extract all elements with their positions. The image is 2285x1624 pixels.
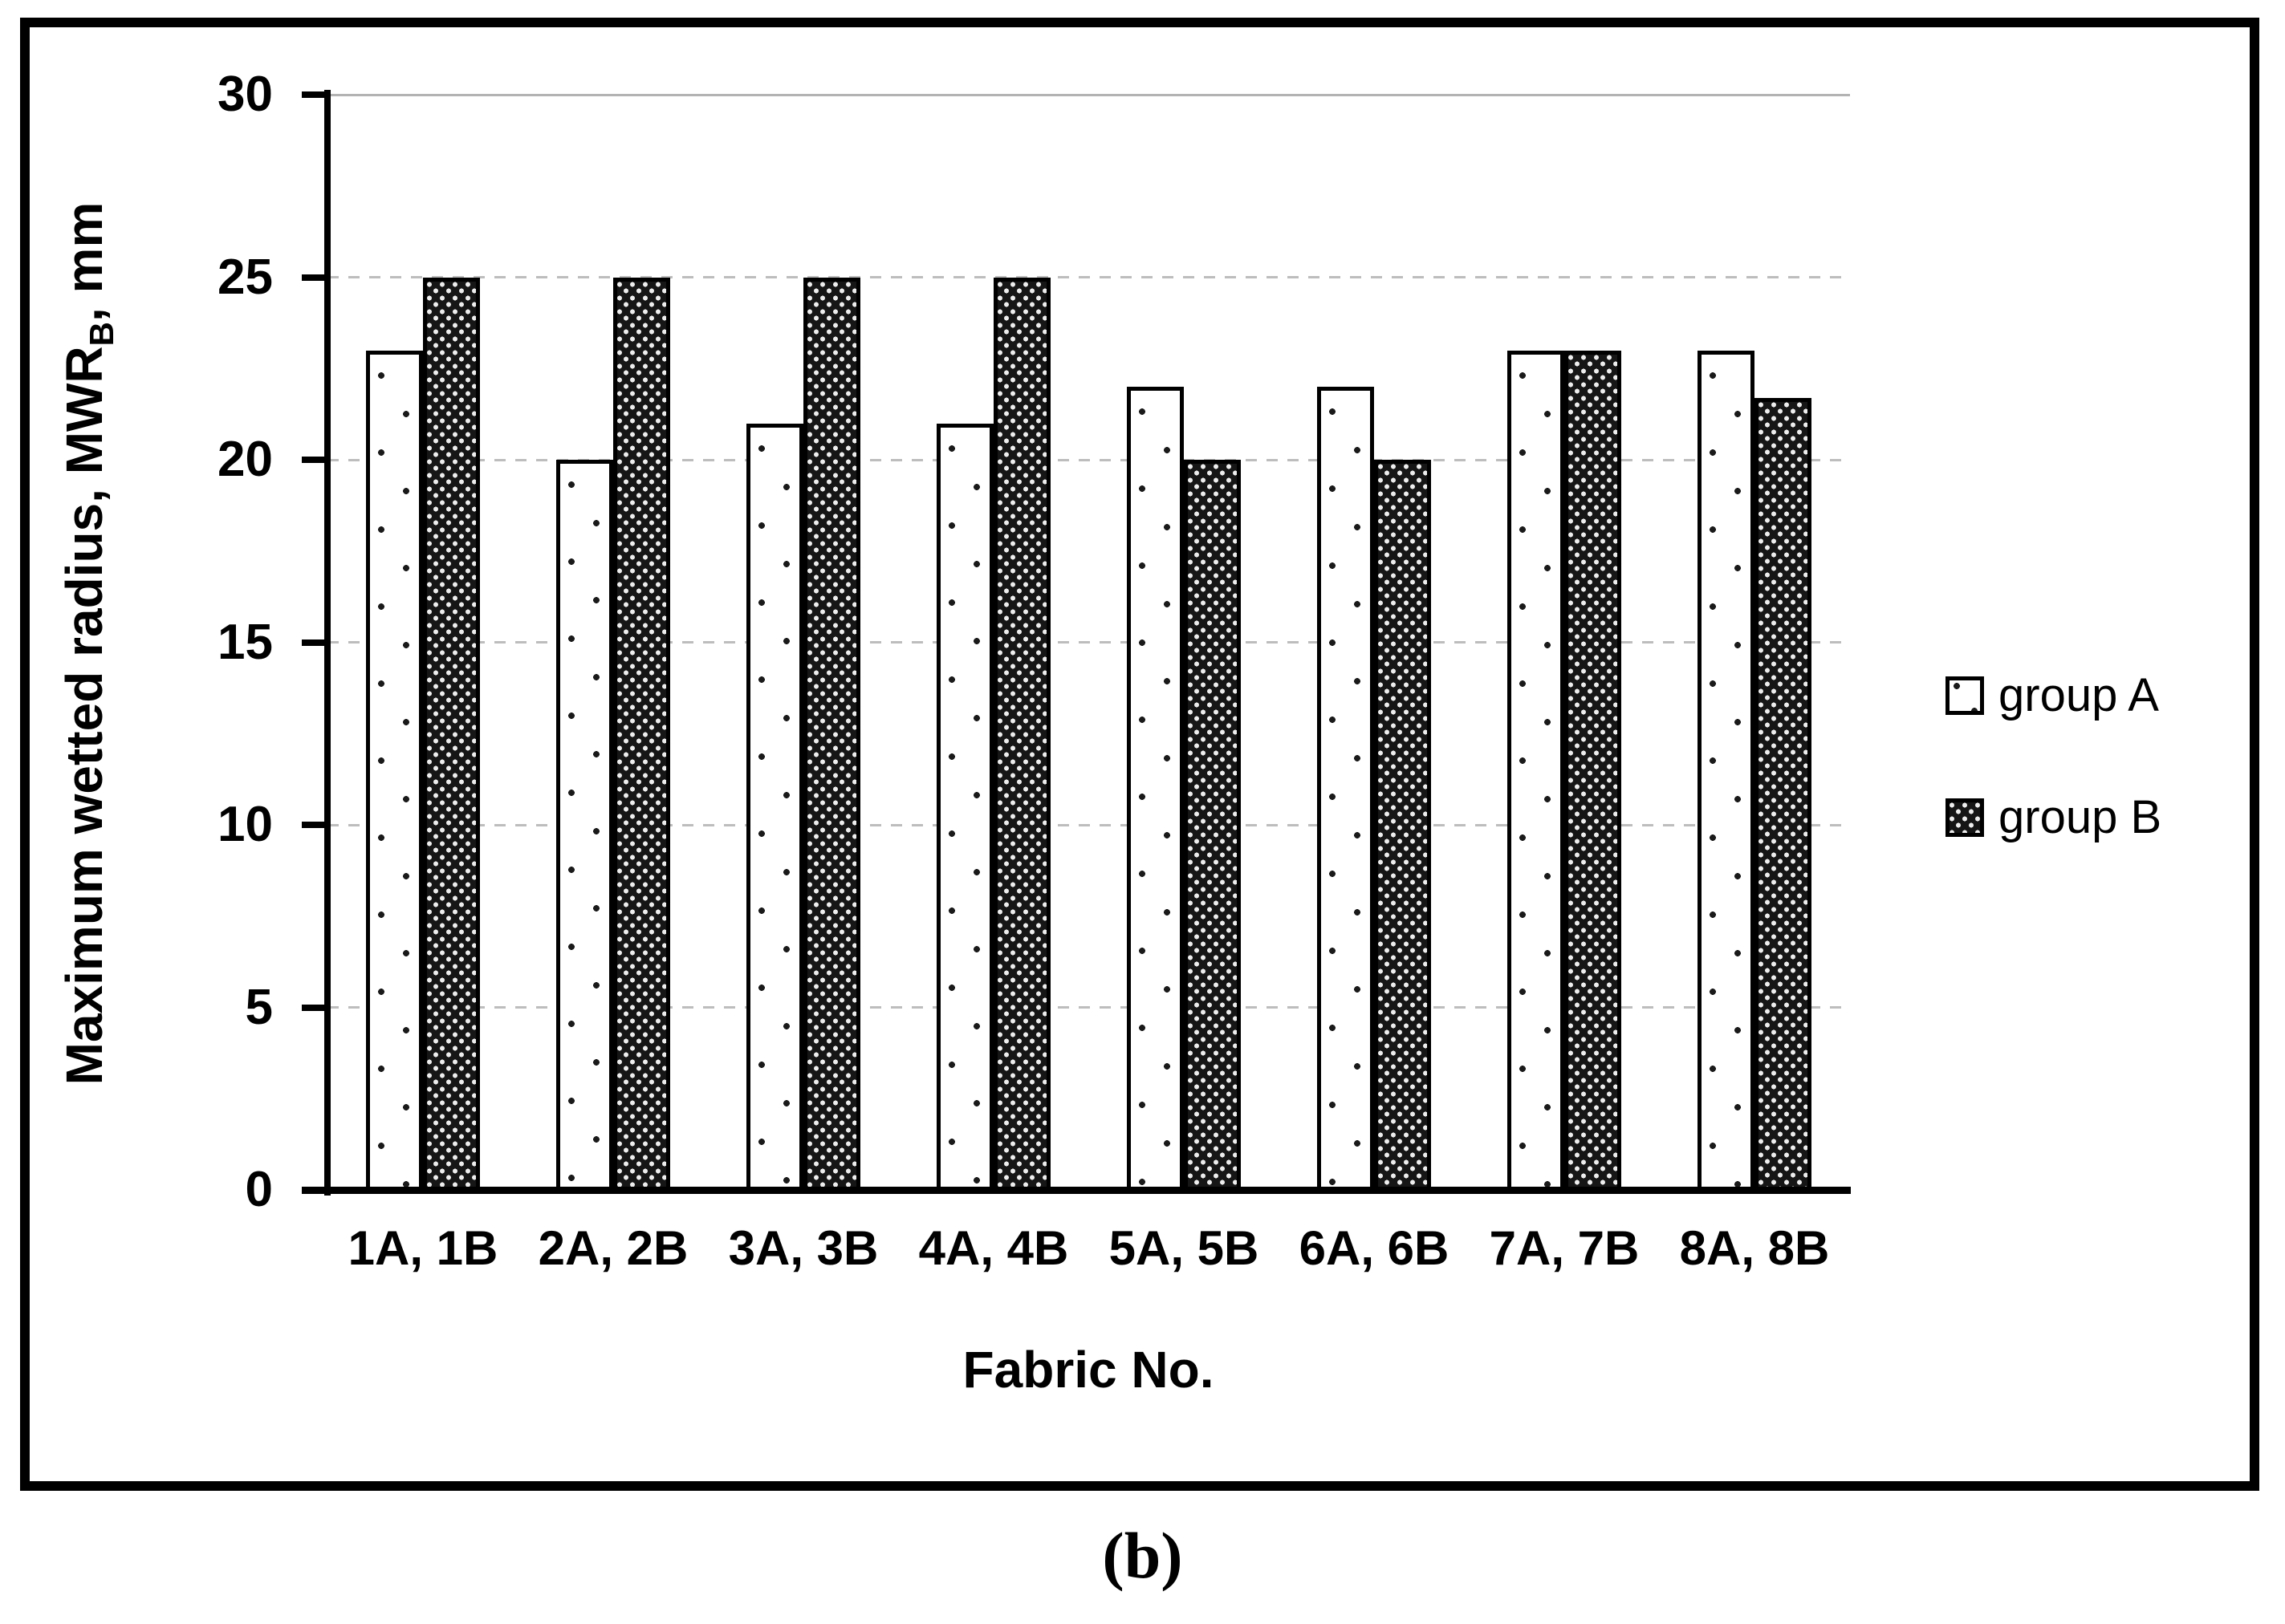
y-tick-0 bbox=[302, 1187, 327, 1193]
y-axis-line bbox=[324, 90, 331, 1196]
plot-area bbox=[327, 93, 1850, 1190]
figure-caption: (b) bbox=[1102, 1519, 1183, 1592]
y-tick-25 bbox=[302, 274, 327, 281]
x-tick-label-2: 2A, 2B bbox=[538, 1221, 689, 1275]
y-tick-label-5: 5 bbox=[245, 979, 273, 1035]
x-axis-line bbox=[302, 1187, 1851, 1194]
bar-groupA-4 bbox=[937, 423, 994, 1190]
bar-group-3 bbox=[746, 277, 860, 1190]
bar-groupA-6 bbox=[1317, 387, 1374, 1190]
y-axis-title-subscript: B bbox=[83, 322, 120, 347]
x-tick-label-7: 7A, 7B bbox=[1489, 1221, 1640, 1275]
y-tick-20 bbox=[302, 457, 327, 463]
bar-groupB-4 bbox=[994, 277, 1051, 1190]
bar-group-2 bbox=[556, 277, 670, 1190]
y-tick-label-25: 25 bbox=[218, 249, 273, 305]
y-tick-5 bbox=[302, 1004, 327, 1011]
bar-groupA-8 bbox=[1697, 350, 1754, 1190]
bar-group-6 bbox=[1317, 387, 1431, 1190]
legend: group A group B bbox=[1946, 672, 2161, 841]
bar-groupB-3 bbox=[803, 277, 860, 1190]
bar-groupA-3 bbox=[746, 423, 803, 1190]
bar-groupA-7 bbox=[1507, 350, 1564, 1190]
group-a-swatch-icon bbox=[1946, 676, 1984, 715]
group-b-swatch-icon bbox=[1946, 798, 1984, 837]
bar-groupB-2 bbox=[613, 277, 670, 1190]
bar-groupA-1 bbox=[366, 350, 423, 1190]
gridline-y-20 bbox=[327, 458, 1850, 461]
y-tick-label-30: 30 bbox=[218, 67, 273, 122]
gridline-y-10 bbox=[327, 823, 1850, 826]
bar-groupB-8 bbox=[1754, 397, 1811, 1190]
bar-groupB-6 bbox=[1374, 460, 1431, 1190]
y-tick-10 bbox=[302, 822, 327, 828]
gridline-y-15 bbox=[327, 641, 1850, 644]
bar-group-1 bbox=[366, 277, 480, 1190]
y-tick-label-15: 15 bbox=[218, 614, 273, 670]
x-tick-label-1: 1A, 1B bbox=[348, 1221, 498, 1275]
bar-group-8 bbox=[1697, 350, 1811, 1190]
y-tick-label-0: 0 bbox=[245, 1162, 273, 1217]
legend-item-group-a: group A bbox=[1946, 672, 2161, 719]
x-tick-label-6: 6A, 6B bbox=[1299, 1221, 1449, 1275]
x-tick-label-5: 5A, 5B bbox=[1108, 1221, 1259, 1275]
y-tick-label-20: 20 bbox=[218, 432, 273, 487]
gridline-y-30 bbox=[327, 93, 1850, 96]
bar-groupB-5 bbox=[1184, 460, 1241, 1190]
y-tick-30 bbox=[302, 91, 327, 98]
bar-groupB-1 bbox=[423, 277, 480, 1190]
legend-item-group-b: group B bbox=[1946, 794, 2161, 841]
x-tick-label-8: 8A, 8B bbox=[1679, 1221, 1830, 1275]
bar-groupB-7 bbox=[1564, 350, 1621, 1190]
gridline-y-5 bbox=[327, 1006, 1850, 1009]
y-tick-15 bbox=[302, 639, 327, 646]
bar-groupA-2 bbox=[556, 460, 613, 1190]
x-tick-label-3: 3A, 3B bbox=[728, 1221, 879, 1275]
bar-group-7 bbox=[1507, 350, 1621, 1190]
gridline-y-25 bbox=[327, 276, 1850, 278]
x-tick-label-4: 4A, 4B bbox=[918, 1221, 1069, 1275]
y-tick-label-10: 10 bbox=[218, 797, 273, 852]
legend-label-group-b: group B bbox=[1998, 791, 2162, 843]
bar-group-5 bbox=[1127, 387, 1241, 1190]
bar-groupA-5 bbox=[1127, 387, 1184, 1190]
bar-group-4 bbox=[937, 277, 1051, 1190]
x-axis-title: Fabric No. bbox=[962, 1341, 1214, 1399]
legend-label-group-a: group A bbox=[1998, 669, 2159, 721]
